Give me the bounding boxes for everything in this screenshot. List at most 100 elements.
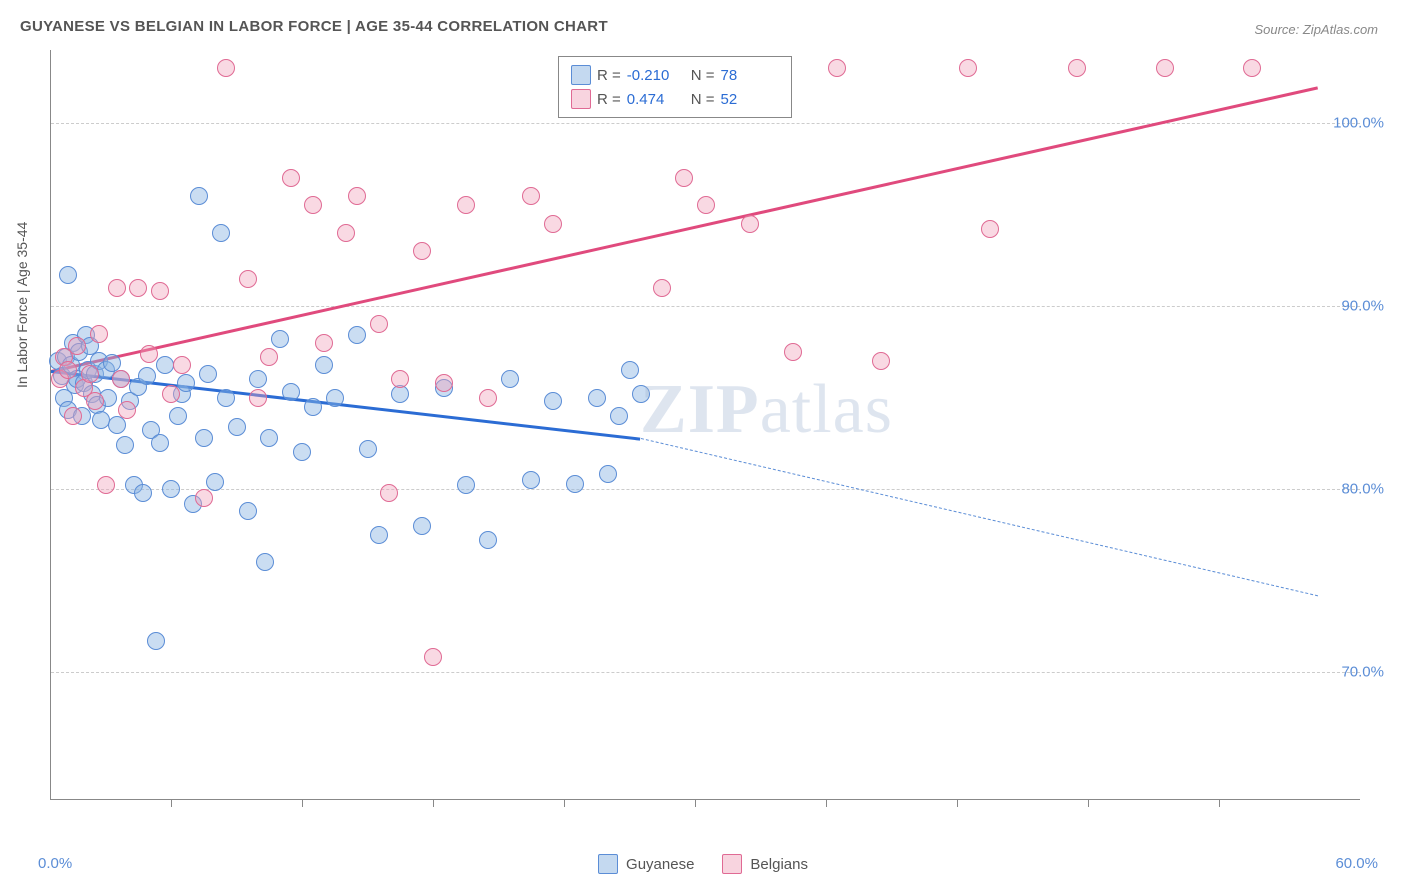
data-point — [151, 434, 169, 452]
data-point — [1068, 59, 1086, 77]
data-point — [391, 370, 409, 388]
data-point — [337, 224, 355, 242]
data-point — [162, 480, 180, 498]
x-tick — [826, 799, 827, 807]
data-point — [348, 326, 366, 344]
data-point — [741, 215, 759, 233]
data-point — [108, 279, 126, 297]
data-point — [118, 401, 136, 419]
swatch-pink-icon — [571, 89, 591, 109]
data-point — [435, 374, 453, 392]
data-point — [90, 325, 108, 343]
data-point — [675, 169, 693, 187]
r-value-belgians: 0.474 — [627, 91, 685, 108]
data-point — [112, 370, 130, 388]
data-point — [217, 389, 235, 407]
data-point — [173, 356, 191, 374]
data-point — [304, 398, 322, 416]
data-point — [959, 59, 977, 77]
data-point — [147, 632, 165, 650]
swatch-blue-icon — [571, 65, 591, 85]
data-point — [326, 389, 344, 407]
data-point — [103, 354, 121, 372]
swatch-pink-icon — [722, 854, 742, 874]
data-point — [190, 187, 208, 205]
x-tick — [564, 799, 565, 807]
trend-line — [640, 438, 1317, 596]
plot-area — [50, 50, 1360, 800]
y-tick-label: 90.0% — [1341, 298, 1384, 315]
data-point — [108, 416, 126, 434]
data-point — [315, 356, 333, 374]
data-point — [370, 526, 388, 544]
x-tick — [695, 799, 696, 807]
data-point — [169, 407, 187, 425]
stats-legend: R = -0.210 N = 78 R = 0.474 N = 52 — [558, 56, 792, 118]
data-point — [239, 502, 257, 520]
n-label: N = — [691, 67, 715, 84]
data-point — [282, 169, 300, 187]
x-tick — [433, 799, 434, 807]
data-point — [424, 648, 442, 666]
data-point — [544, 215, 562, 233]
data-point — [86, 392, 104, 410]
r-value-guyanese: -0.210 — [627, 67, 685, 84]
data-point — [544, 392, 562, 410]
series-legend: Guyanese Belgians — [0, 854, 1406, 874]
n-value-belgians: 52 — [721, 91, 779, 108]
data-point — [653, 279, 671, 297]
data-point — [697, 196, 715, 214]
data-point — [282, 383, 300, 401]
data-point — [479, 389, 497, 407]
data-point — [271, 330, 289, 348]
data-point — [68, 337, 86, 355]
data-point — [599, 465, 617, 483]
n-label: N = — [691, 91, 715, 108]
data-point — [457, 196, 475, 214]
x-tick — [957, 799, 958, 807]
data-point — [457, 476, 475, 494]
data-point — [632, 385, 650, 403]
data-point — [359, 440, 377, 458]
data-point — [256, 553, 274, 571]
data-point — [228, 418, 246, 436]
data-point — [81, 365, 99, 383]
y-axis-label: In Labor Force | Age 35-44 — [14, 222, 30, 388]
data-point — [380, 484, 398, 502]
data-point — [129, 279, 147, 297]
data-point — [138, 367, 156, 385]
data-point — [566, 475, 584, 493]
data-point — [828, 59, 846, 77]
legend-label-guyanese: Guyanese — [626, 856, 694, 873]
source-label: Source: ZipAtlas.com — [1254, 22, 1378, 37]
x-tick — [171, 799, 172, 807]
legend-item-belgians: Belgians — [722, 854, 808, 874]
data-point — [195, 489, 213, 507]
grid-line — [51, 306, 1360, 307]
y-tick-label: 100.0% — [1333, 115, 1384, 132]
grid-line — [51, 672, 1360, 673]
data-point — [151, 282, 169, 300]
data-point — [872, 352, 890, 370]
data-point — [239, 270, 257, 288]
legend-item-guyanese: Guyanese — [598, 854, 694, 874]
data-point — [588, 389, 606, 407]
data-point — [610, 407, 628, 425]
data-point — [64, 407, 82, 425]
data-point — [199, 365, 217, 383]
data-point — [315, 334, 333, 352]
data-point — [249, 370, 267, 388]
data-point — [59, 266, 77, 284]
x-tick — [1088, 799, 1089, 807]
data-point — [479, 531, 497, 549]
y-tick-label: 70.0% — [1341, 663, 1384, 680]
data-point — [140, 345, 158, 363]
data-point — [212, 224, 230, 242]
data-point — [293, 443, 311, 461]
n-value-guyanese: 78 — [721, 67, 779, 84]
data-point — [116, 436, 134, 454]
data-point — [177, 374, 195, 392]
stats-row-belgians: R = 0.474 N = 52 — [571, 87, 779, 111]
data-point — [156, 356, 174, 374]
data-point — [522, 471, 540, 489]
